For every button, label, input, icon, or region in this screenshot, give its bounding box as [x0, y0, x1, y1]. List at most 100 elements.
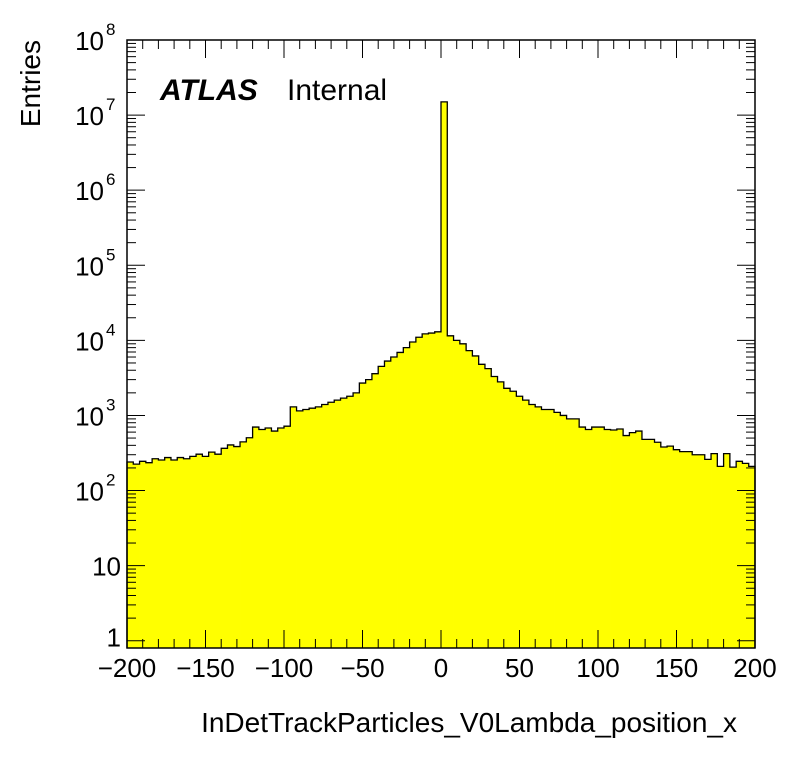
histogram-bin — [654, 442, 662, 648]
histogram-bars — [127, 101, 756, 648]
histogram-bin — [729, 467, 737, 648]
histogram-bin — [554, 412, 561, 648]
x-tick-label: 150 — [655, 653, 698, 683]
histogram-bin — [579, 427, 586, 648]
y-tick-label: 1 — [107, 623, 121, 653]
histogram-bin — [390, 357, 398, 648]
y-tick-label: 10 — [75, 326, 104, 356]
histogram-bin — [214, 454, 222, 648]
x-axis-title: InDetTrackParticles_V0Lambda_position_x — [201, 707, 737, 738]
histogram-bin — [516, 396, 524, 648]
histogram-bin — [415, 337, 423, 648]
histogram-bin — [359, 383, 367, 648]
histogram-bin — [591, 427, 599, 648]
histogram-bin — [585, 429, 593, 648]
y-tick-exponent: 2 — [106, 471, 115, 490]
histogram-bin — [170, 460, 178, 648]
y-tick-exponent: 5 — [106, 245, 115, 264]
histogram-bin — [604, 429, 611, 648]
histogram-bin — [397, 352, 404, 648]
histogram-bin — [535, 406, 542, 648]
histogram-bin — [152, 458, 159, 648]
histogram-bin — [158, 460, 166, 648]
histogram-bin — [346, 396, 354, 648]
histogram-bin — [441, 101, 448, 648]
atlas-label: ATLAS — [159, 74, 258, 107]
histogram-bin — [616, 429, 624, 648]
histogram-bin — [453, 340, 461, 648]
histogram-bin — [717, 466, 724, 648]
y-tick-label: 10 — [75, 251, 104, 281]
histogram-bin — [673, 449, 681, 648]
histogram-bin — [623, 435, 630, 648]
histogram-bin — [252, 427, 260, 648]
histogram-bin — [547, 409, 555, 648]
histogram-bin — [466, 350, 473, 648]
y-tick-exponent: 7 — [106, 95, 115, 114]
histogram-bin — [723, 453, 731, 648]
histogram-bin — [528, 404, 536, 648]
histogram-bin — [164, 457, 172, 648]
histogram-bin — [258, 429, 266, 648]
histogram-bin — [133, 464, 140, 648]
x-tick-labels: −200 −150 −100 −50 0 50 100 150 200 — [98, 653, 777, 683]
histogram-bin — [139, 461, 147, 648]
histogram-bin — [189, 456, 197, 648]
histogram-bin — [409, 342, 417, 648]
histogram-bin — [315, 406, 323, 648]
histogram-bin — [566, 418, 574, 648]
histogram-bin — [277, 428, 285, 648]
x-tick-label: 100 — [576, 653, 619, 683]
histogram-bin — [635, 431, 643, 648]
histogram-bin — [711, 453, 718, 648]
histogram-bin — [309, 408, 316, 648]
histogram-bin — [560, 415, 567, 648]
histogram-bin — [284, 426, 291, 648]
histogram-bin — [447, 335, 454, 648]
histogram-bin — [365, 379, 373, 648]
y-tick-label: 10 — [75, 176, 104, 206]
x-tick-label: −50 — [340, 653, 384, 683]
y-tick-label: 10 — [92, 552, 121, 582]
histogram-bin — [127, 461, 134, 648]
y-tick-exponent: 8 — [106, 20, 115, 39]
histogram-bin — [748, 466, 756, 648]
histogram-bin — [240, 441, 247, 648]
histogram-bin — [302, 409, 310, 648]
histogram-bin — [679, 451, 687, 648]
histogram-bin — [698, 454, 706, 648]
histogram-bin — [177, 457, 184, 648]
histogram-bin — [403, 347, 410, 648]
y-tick-label: 10 — [75, 26, 104, 56]
histogram-bin — [227, 444, 235, 648]
histogram-bin — [660, 447, 668, 648]
histogram-bin — [221, 448, 228, 648]
y-tick-label: 10 — [75, 101, 104, 131]
histogram-bin — [202, 456, 210, 648]
histogram-bin — [428, 333, 436, 648]
histogram-bin — [145, 462, 153, 648]
histogram-bin — [196, 454, 203, 648]
histogram-bin — [610, 430, 618, 648]
histogram-bin — [265, 428, 272, 648]
histogram-bin — [353, 392, 360, 648]
plot-frame — [126, 39, 756, 649]
histogram-bin — [484, 368, 492, 648]
histogram-bin — [497, 381, 505, 648]
x-tick-label: 0 — [434, 653, 448, 683]
y-tick-label: 10 — [75, 477, 104, 507]
histogram-bin — [692, 454, 699, 648]
y-tick-exponent: 6 — [106, 170, 115, 189]
histogram-bin — [459, 343, 467, 648]
histogram-bin — [598, 427, 605, 648]
y-tick-exponent: 3 — [106, 395, 115, 414]
histogram-bin — [422, 333, 429, 648]
histogram-bin — [736, 461, 743, 648]
x-tick-label: 200 — [733, 653, 776, 683]
histogram-bin — [541, 409, 549, 648]
histogram-bin — [685, 451, 693, 648]
histogram-bin — [384, 361, 392, 648]
histogram-bin — [491, 376, 498, 648]
